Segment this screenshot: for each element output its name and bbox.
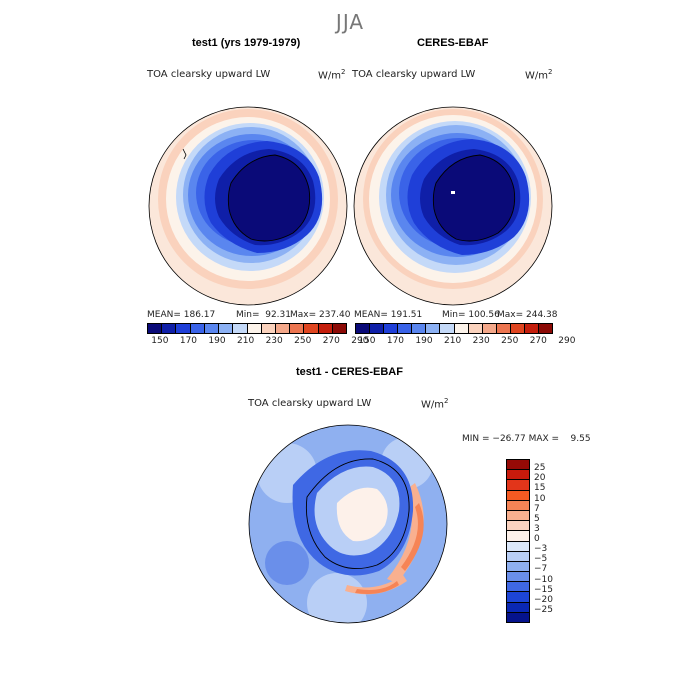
panel2-colorbar-tick-label: 210 [444, 336, 462, 346]
diff-colorbar-tick-label: 10 [534, 493, 546, 504]
diff-colorbar-swatch [507, 541, 529, 552]
diff-colorbar [506, 459, 530, 623]
panel2-map [353, 106, 553, 306]
panel2-colorbar-swatch [356, 324, 371, 333]
panel1-title: test1 (yrs 1979-1979) [192, 37, 301, 49]
panel1-colorbar-swatch [275, 324, 291, 333]
panel1-var-label: TOA clearsky upward LW [147, 69, 271, 80]
diff-colorbar-tick-label: 25 [534, 463, 546, 474]
panel2-colorbar-swatch [539, 324, 553, 333]
panel1-colorbar-tick-label: 290 [351, 336, 369, 346]
diff-colorbar-swatch [507, 490, 529, 501]
diff-map [248, 424, 448, 624]
panel1-colorbar-tick-label: 270 [322, 336, 340, 346]
panel2-colorbar-swatch [524, 324, 540, 333]
diff-colorbar-swatch [507, 500, 529, 511]
panel2-colorbar-swatch [482, 324, 497, 333]
panel2-colorbar-swatch [440, 324, 455, 333]
panel2-colorbar-tick-label: 150 [358, 336, 376, 346]
diff-colorbar-swatch [507, 521, 529, 532]
panel2-units: W/m2 [525, 68, 553, 82]
panel1-colorbar-swatch [318, 324, 333, 333]
panel1-colorbar-tick-label: 230 [265, 336, 283, 346]
diff-colorbar-swatch [507, 592, 529, 603]
panel2-title: CERES-EBAF [417, 37, 489, 49]
diff-colorbar-ticks: 25 20 15 10 7 5 3 0 −3 −5 −7 −10 −15 −20 −25 [534, 459, 564, 621]
panel2-colorbar-swatch [510, 324, 525, 333]
diff-colorbar-tick-label: −3 [534, 544, 548, 555]
panel1-colorbar-swatch [219, 324, 234, 333]
diff-colorbar-tick-label: 3 [534, 523, 540, 534]
diff-colorbar-tick-label: −5 [534, 554, 548, 565]
panel2-colorbar-tick-label: 270 [529, 336, 547, 346]
panel1-colorbar-swatch [261, 324, 276, 333]
diff-colorbar-swatch [507, 551, 529, 562]
diff-colorbar-tick-label: 15 [534, 483, 546, 494]
diff-colorbar-swatch [507, 561, 529, 573]
diff-colorbar-swatch [507, 480, 529, 491]
diff-colorbar-tick-label: −20 [534, 594, 553, 605]
panel2-colorbar-tick-label: 230 [472, 336, 490, 346]
diff-colorbar-swatch [507, 470, 529, 481]
panel1-colorbar-swatch [247, 324, 262, 333]
panel1-colorbar-tick-label: 210 [237, 336, 255, 346]
panel1-colorbar-swatch [304, 324, 319, 333]
panel1-colorbar-swatch [332, 324, 347, 333]
panel2-mean: MEAN= 191.51 [354, 310, 423, 320]
panel1-colorbar-swatch [162, 324, 177, 333]
diff-colorbar-tick-label: 7 [534, 503, 540, 514]
season-title: JJA [335, 10, 365, 34]
panel1-colorbar-tick-label: 150 [151, 336, 169, 346]
panel2-colorbar-tick-label: 190 [415, 336, 433, 346]
diff-colorbar-swatch [507, 531, 529, 542]
panel2-colorbar-swatch [398, 324, 413, 333]
diff-colorbar-tick-label: −7 [534, 564, 548, 575]
panel2-colorbar-swatch [496, 324, 511, 333]
panel1-map [148, 106, 348, 306]
panel1-min: Min= 92.31 [236, 310, 291, 320]
panel1-colorbar-tick-label: 170 [179, 336, 198, 346]
panel1-colorbar-swatch [176, 324, 191, 333]
panel1-colorbar-tick-label: 190 [208, 336, 226, 346]
panel1-colorbar-tick-label: 250 [294, 336, 312, 346]
panel2-min: Min= 100.56 [442, 310, 500, 320]
diff-stats: MIN = −26.77 MAX = 9.55 [462, 434, 591, 444]
panel1-units: W/m2 [318, 68, 346, 82]
diff-colorbar-swatch [507, 460, 529, 471]
panel1-colorbar [147, 323, 347, 334]
panel1-mean: MEAN= 186.17 [147, 310, 216, 320]
diff-colorbar-tick-label: −25 [534, 604, 553, 615]
panel2-colorbar-tick-label: 290 [558, 336, 576, 346]
diff-colorbar-tick-label: 5 [534, 513, 540, 524]
panel1-colorbar-swatch [148, 324, 163, 333]
panel1-colorbar-swatch [204, 324, 220, 333]
diff-colorbar-tick-label: −10 [534, 574, 553, 585]
panel2-colorbar-swatch [426, 324, 441, 333]
diff-colorbar-swatch [507, 602, 529, 613]
diff-colorbar-tick-label: 0 [534, 534, 540, 544]
panel2-max: Max= 244.38 [497, 310, 558, 320]
diff-colorbar-tick-label: 20 [534, 473, 546, 484]
diff-colorbar-swatch [507, 582, 529, 593]
panel2-colorbar-swatch [454, 324, 469, 333]
diff-colorbar-tick-label: −15 [534, 584, 553, 595]
diff-var-label: TOA clearsky upward LW [248, 398, 372, 409]
panel2-var-label: TOA clearsky upward LW [352, 69, 476, 80]
panel1-colorbar-swatch [233, 324, 248, 333]
panel2-colorbar-swatch [384, 324, 399, 333]
panel2-colorbar-tick-label: 170 [386, 336, 405, 346]
diff-colorbar-swatch [507, 572, 529, 583]
diff-colorbar-swatch [507, 510, 529, 522]
panel1-colorbar-swatch [190, 324, 205, 333]
diff-title: test1 - CERES-EBAF [296, 366, 403, 378]
panel2-colorbar-swatch [370, 324, 385, 333]
panel2-colorbar-swatch [412, 324, 427, 333]
diff-colorbar-swatch [507, 612, 529, 622]
panel1-colorbar-swatch [290, 324, 305, 333]
panel2-colorbar [355, 323, 553, 334]
panel2-colorbar-tick-label: 250 [501, 336, 519, 346]
panel1-max: Max= 237.40 [290, 310, 351, 320]
diff-units: W/m2 [421, 397, 449, 411]
panel2-colorbar-swatch [468, 324, 483, 333]
